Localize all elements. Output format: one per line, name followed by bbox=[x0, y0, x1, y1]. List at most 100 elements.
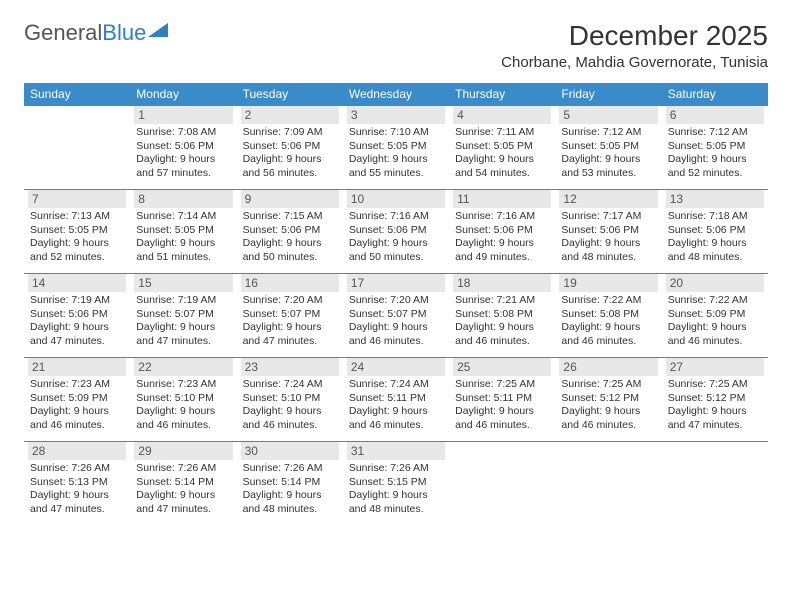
sunrise-text: Sunrise: 7:21 AM bbox=[455, 294, 549, 308]
day-info: Sunrise: 7:20 AMSunset: 5:07 PMDaylight:… bbox=[347, 294, 445, 349]
sunrise-text: Sunrise: 7:22 AM bbox=[668, 294, 762, 308]
calendar-cell: 2Sunrise: 7:09 AMSunset: 5:06 PMDaylight… bbox=[237, 106, 343, 190]
daylight-text: Daylight: 9 hours and 50 minutes. bbox=[243, 237, 337, 264]
dayname-row: Sunday Monday Tuesday Wednesday Thursday… bbox=[24, 83, 768, 106]
sunset-text: Sunset: 5:09 PM bbox=[668, 308, 762, 322]
day-info: Sunrise: 7:25 AMSunset: 5:12 PMDaylight:… bbox=[666, 378, 764, 433]
calendar-cell bbox=[24, 106, 130, 190]
sunset-text: Sunset: 5:08 PM bbox=[561, 308, 655, 322]
calendar-cell: 14 Sunrise: 7:19 AMSunset: 5:06 PMDayligh… bbox=[24, 274, 130, 358]
day-number: 21 bbox=[28, 358, 126, 376]
sunset-text: Sunset: 5:12 PM bbox=[668, 392, 762, 406]
day-number: 13 bbox=[666, 190, 764, 208]
dayname: Monday bbox=[130, 83, 236, 106]
calendar-cell: 31Sunrise: 7:26 AMSunset: 5:15 PMDayligh… bbox=[343, 442, 449, 526]
daylight-text: Daylight: 9 hours and 55 minutes. bbox=[349, 153, 443, 180]
calendar-cell: 19Sunrise: 7:22 AMSunset: 5:08 PMDayligh… bbox=[555, 274, 661, 358]
brand-triangle-icon bbox=[148, 23, 168, 37]
day-number: 22 bbox=[134, 358, 232, 376]
sunset-text: Sunset: 5:06 PM bbox=[561, 224, 655, 238]
day-info: Sunrise: 7:26 AMSunset: 5:14 PMDaylight:… bbox=[241, 462, 339, 517]
calendar-cell: 18Sunrise: 7:21 AMSunset: 5:08 PMDayligh… bbox=[449, 274, 555, 358]
daylight-text: Daylight: 9 hours and 48 minutes. bbox=[243, 489, 337, 516]
daylight-text: Daylight: 9 hours and 57 minutes. bbox=[136, 153, 230, 180]
calendar-cell: 22 Sunrise: 7:23 AMSunset: 5:10 PMDayligh… bbox=[130, 358, 236, 442]
day-info: Sunrise: 7:14 AMSunset: 5:05 PMDaylight:… bbox=[134, 210, 232, 265]
dayname: Tuesday bbox=[237, 83, 343, 106]
day-number: 30 bbox=[241, 442, 339, 460]
day-number: 16 bbox=[241, 274, 339, 292]
dayname: Thursday bbox=[449, 83, 555, 106]
calendar-cell: 15Sunrise: 7:19 AMSunset: 5:07 PMDayligh… bbox=[130, 274, 236, 358]
calendar-week: 1Sunrise: 7:08 AMSunset: 5:06 PMDaylight… bbox=[24, 106, 768, 190]
daylight-text: Daylight: 9 hours and 47 minutes. bbox=[668, 405, 762, 432]
daylight-text: Daylight: 9 hours and 46 minutes. bbox=[349, 405, 443, 432]
day-number: 14 bbox=[28, 274, 126, 292]
day-number: 2 bbox=[241, 106, 339, 124]
sunset-text: Sunset: 5:05 PM bbox=[30, 224, 124, 238]
calendar-cell: 8Sunrise: 7:14 AMSunset: 5:05 PMDaylight… bbox=[130, 190, 236, 274]
sunrise-text: Sunrise: 7:15 AM bbox=[243, 210, 337, 224]
sunrise-text: Sunrise: 7:09 AM bbox=[243, 126, 337, 140]
day-number: 26 bbox=[559, 358, 657, 376]
sunrise-text: Sunrise: 7:24 AM bbox=[349, 378, 443, 392]
day-info: Sunrise: 7:25 AMSunset: 5:11 PMDaylight:… bbox=[453, 378, 551, 433]
sunrise-text: Sunrise: 7:25 AM bbox=[561, 378, 655, 392]
sunrise-text: Sunrise: 7:11 AM bbox=[455, 126, 549, 140]
header: GeneralBlue December 2025 Chorbane, Mahd… bbox=[24, 20, 768, 71]
day-info: Sunrise: 7:26 AMSunset: 5:13 PMDaylight:… bbox=[28, 462, 126, 517]
calendar-cell: 9Sunrise: 7:15 AMSunset: 5:06 PMDaylight… bbox=[237, 190, 343, 274]
calendar-cell: 29Sunrise: 7:26 AMSunset: 5:14 PMDayligh… bbox=[130, 442, 236, 526]
sunrise-text: Sunrise: 7:24 AM bbox=[243, 378, 337, 392]
day-number: 28 bbox=[28, 442, 126, 460]
day-number: 6 bbox=[666, 106, 764, 124]
calendar-cell: 24Sunrise: 7:24 AMSunset: 5:11 PMDayligh… bbox=[343, 358, 449, 442]
sunrise-text: Sunrise: 7:20 AM bbox=[243, 294, 337, 308]
day-info: Sunrise: 7:23 AMSunset: 5:10 PMDaylight:… bbox=[134, 378, 232, 433]
calendar-cell: 25Sunrise: 7:25 AMSunset: 5:11 PMDayligh… bbox=[449, 358, 555, 442]
daylight-text: Daylight: 9 hours and 47 minutes. bbox=[136, 489, 230, 516]
sunset-text: Sunset: 5:06 PM bbox=[455, 224, 549, 238]
daylight-text: Daylight: 9 hours and 46 minutes. bbox=[455, 405, 549, 432]
header-right: December 2025 Chorbane, Mahdia Governora… bbox=[501, 20, 768, 71]
daylight-text: Daylight: 9 hours and 46 minutes. bbox=[30, 405, 124, 432]
sunrise-text: Sunrise: 7:14 AM bbox=[136, 210, 230, 224]
sunrise-text: Sunrise: 7:18 AM bbox=[668, 210, 762, 224]
sunset-text: Sunset: 5:10 PM bbox=[136, 392, 230, 406]
day-number: 27 bbox=[666, 358, 764, 376]
day-info: Sunrise: 7:25 AMSunset: 5:12 PMDaylight:… bbox=[559, 378, 657, 433]
sunrise-text: Sunrise: 7:19 AM bbox=[136, 294, 230, 308]
sunset-text: Sunset: 5:09 PM bbox=[30, 392, 124, 406]
brand-text1: General bbox=[24, 20, 102, 45]
sunrise-text: Sunrise: 7:25 AM bbox=[668, 378, 762, 392]
daylight-text: Daylight: 9 hours and 54 minutes. bbox=[455, 153, 549, 180]
dayname: Sunday bbox=[24, 83, 130, 106]
daylight-text: Daylight: 9 hours and 46 minutes. bbox=[455, 321, 549, 348]
sunset-text: Sunset: 5:05 PM bbox=[668, 140, 762, 154]
calendar-cell: 30 Sunrise: 7:26 AMSunset: 5:14 PMDayligh… bbox=[237, 442, 343, 526]
calendar-cell: 16 Sunrise: 7:20 AMSunset: 5:07 PMDayligh… bbox=[237, 274, 343, 358]
day-info: Sunrise: 7:22 AMSunset: 5:09 PMDaylight:… bbox=[666, 294, 764, 349]
sunrise-text: Sunrise: 7:12 AM bbox=[561, 126, 655, 140]
daylight-text: Daylight: 9 hours and 48 minutes. bbox=[668, 237, 762, 264]
day-number: 10 bbox=[347, 190, 445, 208]
day-info: Sunrise: 7:20 AMSunset: 5:07 PMDaylight:… bbox=[241, 294, 339, 349]
daylight-text: Daylight: 9 hours and 48 minutes. bbox=[349, 489, 443, 516]
day-info: Sunrise: 7:19 AMSunset: 5:06 PMDaylight:… bbox=[28, 294, 126, 349]
sunset-text: Sunset: 5:11 PM bbox=[349, 392, 443, 406]
calendar-cell bbox=[662, 442, 768, 526]
sunset-text: Sunset: 5:12 PM bbox=[561, 392, 655, 406]
calendar-cell: 26 Sunrise: 7:25 AMSunset: 5:12 PMDayligh… bbox=[555, 358, 661, 442]
page-title: December 2025 bbox=[501, 20, 768, 52]
day-info: Sunrise: 7:12 AMSunset: 5:05 PMDaylight:… bbox=[666, 126, 764, 181]
sunset-text: Sunset: 5:05 PM bbox=[349, 140, 443, 154]
sunset-text: Sunset: 5:06 PM bbox=[349, 224, 443, 238]
day-info: Sunrise: 7:18 AMSunset: 5:06 PMDaylight:… bbox=[666, 210, 764, 265]
daylight-text: Daylight: 9 hours and 46 minutes. bbox=[561, 405, 655, 432]
calendar-cell: 23Sunrise: 7:24 AMSunset: 5:10 PMDayligh… bbox=[237, 358, 343, 442]
calendar-cell: 1Sunrise: 7:08 AMSunset: 5:06 PMDaylight… bbox=[130, 106, 236, 190]
sunset-text: Sunset: 5:06 PM bbox=[30, 308, 124, 322]
calendar-cell: 21Sunrise: 7:23 AMSunset: 5:09 PMDayligh… bbox=[24, 358, 130, 442]
daylight-text: Daylight: 9 hours and 47 minutes. bbox=[30, 489, 124, 516]
day-info: Sunrise: 7:12 AMSunset: 5:05 PMDaylight:… bbox=[559, 126, 657, 181]
